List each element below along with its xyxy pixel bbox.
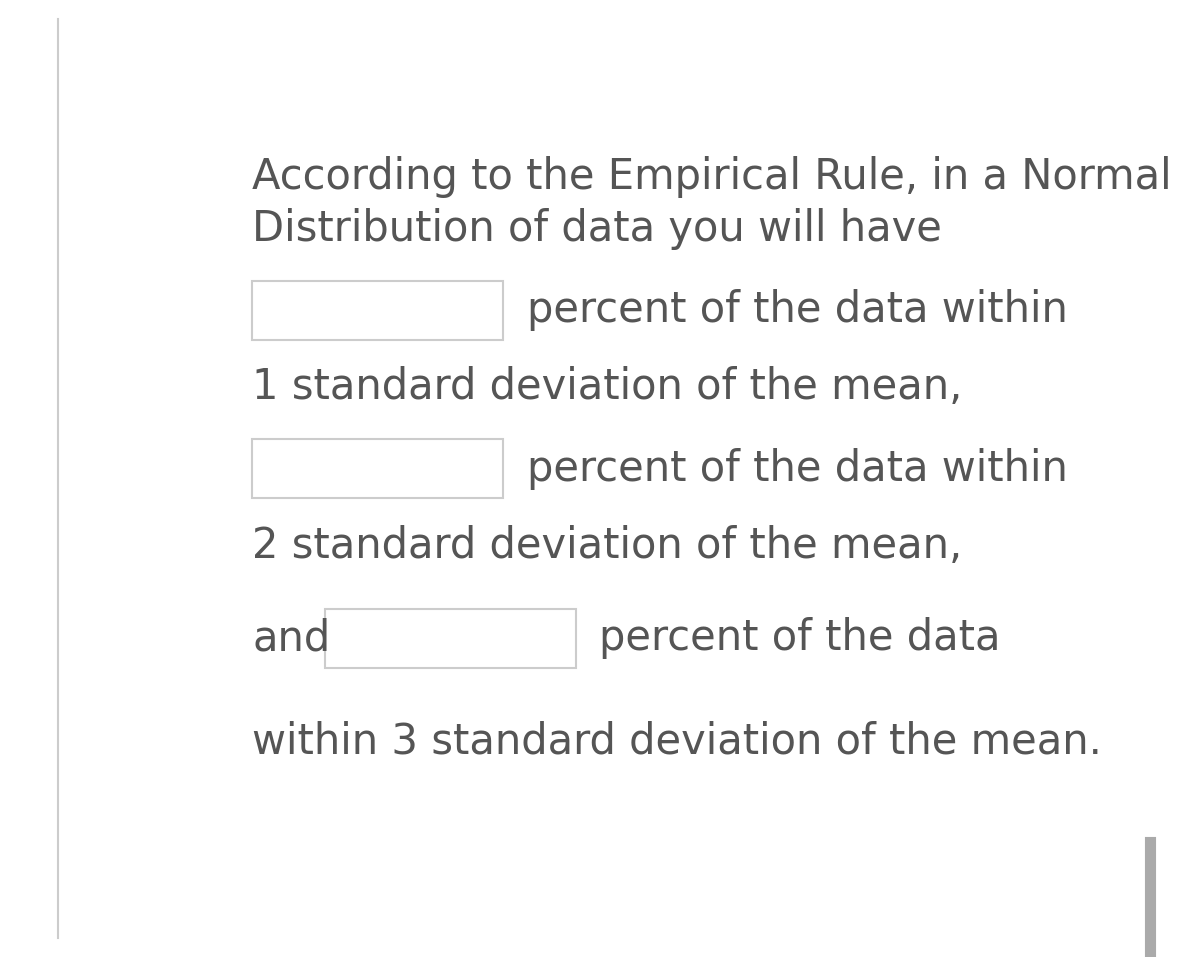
Bar [252, 439, 504, 498]
Text: According to the Empirical Rule, in a Normal: According to the Empirical Rule, in a No… [252, 157, 1172, 198]
Text: within 3 standard deviation of the mean.: within 3 standard deviation of the mean. [252, 721, 1102, 762]
Text: Distribution of data you will have: Distribution of data you will have [252, 208, 942, 250]
Text: percent of the data: percent of the data [599, 617, 1001, 659]
Text: 2 standard deviation of the mean,: 2 standard deviation of the mean, [252, 525, 962, 567]
Bar [252, 280, 504, 340]
Text: 1 standard deviation of the mean,: 1 standard deviation of the mean, [252, 367, 962, 409]
Text: percent of the data within: percent of the data within [527, 289, 1068, 331]
Bar [325, 609, 576, 668]
Text: and: and [252, 617, 330, 659]
Text: percent of the data within: percent of the data within [527, 448, 1068, 490]
